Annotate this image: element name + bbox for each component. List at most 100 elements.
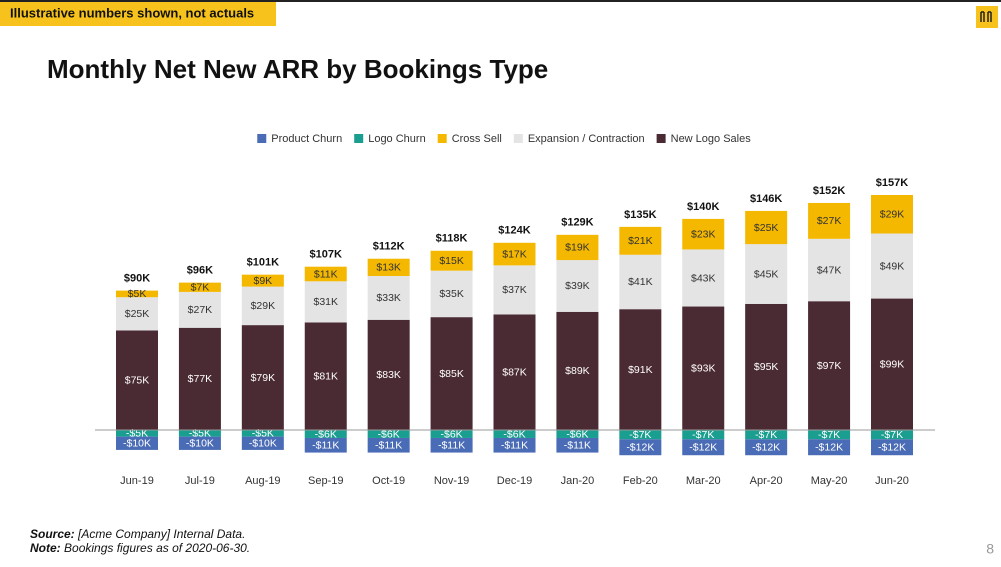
bar-segment [745, 303, 788, 430]
value-label: $45K [754, 268, 779, 280]
top-border [0, 0, 1001, 2]
value-label: -$11K [312, 440, 339, 452]
bar-segment [682, 306, 725, 430]
total-label: $129K [561, 217, 593, 229]
x-tick-label: Dec-19 [497, 475, 532, 487]
bar-segment [556, 234, 599, 261]
value-label: -$11K [438, 440, 465, 452]
bar-segment [430, 317, 473, 430]
bar-segment [556, 430, 599, 438]
bar-segment [178, 436, 221, 450]
bar-segment [682, 249, 725, 307]
value-label: $39K [565, 280, 590, 292]
legend-label: New Logo Sales [671, 133, 752, 145]
bar-segment [808, 238, 851, 302]
value-label: $9K [253, 275, 272, 287]
bar-segment [493, 430, 536, 438]
total-label: $96K [187, 265, 213, 277]
value-label: -$10K [123, 438, 151, 450]
bar-segment [556, 260, 599, 312]
x-tick-label: Oct-19 [372, 475, 405, 487]
bar-segment [304, 322, 347, 430]
value-label: $41K [628, 276, 653, 288]
x-tick-label: Aug-19 [245, 475, 280, 487]
logo-mark [980, 11, 992, 22]
value-label: $29K [251, 300, 276, 312]
bar-segment [241, 325, 284, 430]
bar-segment [619, 226, 662, 255]
bar-segment [241, 274, 284, 287]
value-label: -$7K [629, 429, 651, 441]
legend-swatch [257, 134, 267, 143]
total-label: $146K [750, 193, 782, 205]
bar-segment [745, 439, 788, 456]
bar-segment [493, 242, 536, 266]
value-label: $5K [128, 288, 147, 300]
logo [976, 6, 998, 28]
bar-segment [682, 439, 725, 456]
total-label: $124K [498, 225, 530, 237]
bar-segment [178, 327, 221, 430]
value-label: $79K [251, 372, 276, 384]
bar-segment [745, 430, 788, 440]
value-label: $17K [502, 248, 527, 260]
bar-segment [116, 436, 158, 450]
banner: Illustrative numbers shown, not actuals [10, 5, 254, 20]
plot: $75K$25K$5K-$5K-$10K$90KJun-19$77K$27K$7… [95, 177, 935, 487]
bar-segment [619, 430, 662, 440]
bar-segment [430, 270, 473, 318]
bar-segment [241, 436, 284, 450]
bar-segment [808, 430, 851, 440]
chart-title: Monthly Net New ARR by Bookings Type [47, 54, 548, 84]
x-tick-label: Feb-20 [623, 475, 658, 487]
legend-label: Expansion / Contraction [528, 133, 645, 145]
value-label: $75K [125, 374, 150, 386]
bar-segment [367, 275, 410, 320]
legend: Product Churn Logo Churn Cross Sell Expansi… [257, 133, 751, 145]
legend-swatch [437, 134, 447, 143]
value-label: $95K [754, 361, 779, 373]
bar-segment [178, 291, 221, 328]
note-label: Note: [30, 541, 61, 555]
value-label: $31K [313, 296, 338, 308]
bar-segment [367, 258, 410, 276]
value-label: $89K [565, 365, 590, 377]
value-label: -$6K [315, 428, 337, 440]
value-label: $27K [817, 215, 842, 227]
bar-segment [745, 244, 788, 304]
source: Source: [Acme Company] Internal Data. [30, 527, 245, 541]
value-label: $77K [188, 373, 213, 385]
value-label: $87K [502, 367, 527, 379]
bar-segment [116, 330, 158, 430]
value-label: $99K [880, 359, 905, 371]
bar-segment [116, 430, 158, 437]
total-label: $90K [124, 272, 150, 284]
legend-swatch [513, 134, 523, 143]
value-label: -$7K [881, 429, 903, 441]
value-label: $43K [691, 272, 716, 284]
value-label: -$5K [189, 428, 211, 440]
bar-segment [619, 439, 662, 456]
bar-segment [178, 282, 221, 292]
page-number: 8 [986, 541, 994, 557]
value-label: $23K [691, 228, 716, 240]
value-label: -$11K [501, 440, 528, 452]
bar-segment [241, 430, 284, 437]
total-label: $135K [624, 209, 656, 221]
total-label: $152K [813, 185, 845, 197]
total-label: $157K [876, 177, 908, 189]
bar-segment [556, 437, 599, 453]
x-tick-label: Apr-20 [750, 475, 783, 487]
value-label: $7K [191, 282, 210, 294]
x-tick-label: Sep-19 [308, 475, 343, 487]
bar-segment [116, 297, 158, 331]
value-label: $85K [439, 368, 464, 380]
bar-segment [871, 298, 913, 430]
value-label: $37K [502, 284, 527, 296]
value-label: -$5K [126, 428, 148, 440]
bar-segment [493, 265, 536, 315]
bar-segment [682, 218, 725, 250]
x-tick-label: Jul-19 [185, 475, 215, 487]
bar-segment [556, 311, 599, 430]
